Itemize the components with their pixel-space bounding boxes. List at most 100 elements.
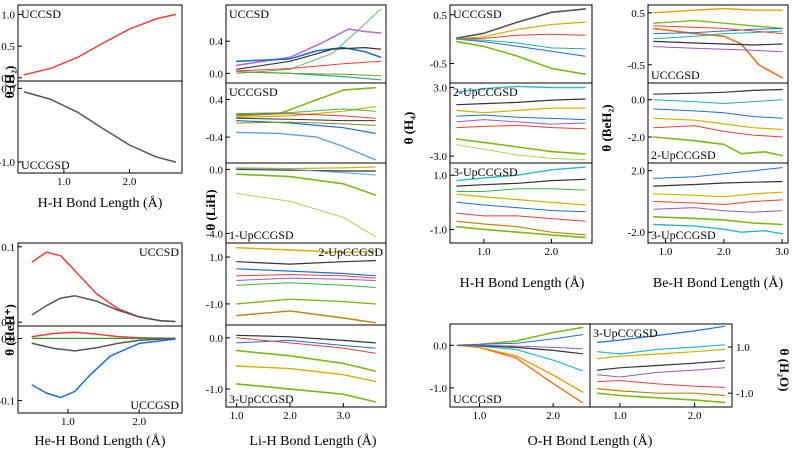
series-line-lih_1up-3 [236,192,376,238]
series-line-lih_uccsd-3 [235,46,382,63]
series-line-h2o_3up-2 [596,392,726,404]
y-tick-label-lih_2up: 1.0 [209,252,223,264]
panel-beh2_2up: 0.0 -2.0 2-UpCCGSD [628,82,789,164]
y-axis-label-beh2: θ (BeH₂) [599,104,614,151]
axes-frame-beh2_3up [647,162,789,244]
series-line-h2o_3up-3 [596,348,726,360]
y-tick-label-h2_uccsd: 0.5 [1,41,15,53]
series-line-beh2_2up-4 [653,108,783,119]
series-line-h4_uccgsd-5 [456,33,586,40]
series-line-lih_3up-2 [235,349,377,372]
y-tick-label-h4_uccgsd: -0.5 [430,59,448,71]
panel-title-h2_uccgsd: UCCGSD [21,158,70,172]
y-tick-label-lih_3up: 0.0 [209,333,223,345]
panel-title-h2o_3up: 3-UpCCGSD [593,326,658,340]
series-line-lih_3up-4 [235,383,377,403]
panel-title-beh2_uccgsd: UCCGSD [651,68,700,82]
series-line-beh2_3up-7 [653,207,783,213]
y-tick-label-h2_uccsd: 0.0 [1,73,15,85]
x-tick-label-h2o_3up: 2.0 [688,410,702,422]
x-tick-label-heh_uccgsd: 2.0 [132,416,146,428]
series-line-beh2_3up-6 [653,199,783,205]
series-line-lih_uccgsd-2 [236,105,376,118]
panel-title-lih_3up: 3-UpCCGSD [229,392,294,406]
series-line-lih_uccsd-7 [236,71,382,77]
y-tick-label-lih_uccgsd: -0.4 [206,132,224,144]
series-line-h2o_uccgsd-7 [456,344,584,350]
series-line-h4_3up-6 [456,212,586,222]
y-tick-label-lih_uccgsd: 0.4 [209,94,223,106]
series-line-heh_uccgsd-4 [31,338,176,399]
series-line-h4_2up-8 [456,119,586,125]
x-tick-label-h2o_uccgsd: 1.0 [473,410,487,422]
panel-title-heh_uccgsd: UCCGSD [130,398,179,412]
series-line-beh2_uccgsd-5 [653,40,783,46]
series-line-h4_uccgsd-4 [456,38,586,57]
series-line-lih_uccgsd-8 [236,108,376,115]
panel-title-h2_uccsd: UCCSD [21,7,61,21]
series-line-h2o_3up-7 [597,367,725,378]
y-tick-label-h2_uccgsd: -1.0 [0,157,15,169]
y-tick-label-lih_3up: -1.0 [206,384,224,396]
panel-lih_2up: 1.0 -1.0 2-UpCCGSD [206,242,387,326]
y-tick-label-beh2_2up: 0.0 [631,95,645,107]
x-tick-label-h2o_3up: 1.0 [613,410,627,422]
series-line-lih_2up-7 [236,310,376,324]
panel-lih_1up: 0.0 -4.0 1-UpCCGSD [206,162,387,244]
y-tick-label-lih_1up: 0.0 [209,164,223,176]
panel-title-lih_uccsd: UCCSD [229,7,269,21]
series-line-h4_2up-7 [456,107,586,114]
panel-title-beh2_3up: 3-UpCCGSD [651,228,716,242]
x-tick-label-h4_3up: 2.0 [545,246,559,258]
series-line-lih_3up-5 [236,339,376,349]
series-line-beh2_3up-1 [653,167,783,179]
series-line-lih_uccgsd-6 [236,113,376,119]
y-tick-label-beh2_3up: 2.0 [631,166,645,178]
series-line-h4_2up-2 [456,98,586,106]
x-axis-label-heh: He-H Bond Length (Å) [34,433,165,449]
series-line-beh2_2up-5 [653,99,783,104]
series-line-beh2_3up-3 [653,180,783,187]
x-axis-label-h4: H-H Bond Length (Å) [460,275,585,291]
panel-title-heh_uccsd: UCCSD [139,245,179,259]
series-line-h2o_3up-5 [597,380,725,388]
x-tick-label-h2_uccgsd: 1.0 [57,176,71,188]
series-line-h4_3up-8 [456,188,586,192]
y-tick-label-h4_uccgsd: 0.5 [433,10,447,22]
series-line-lih_uccsd-4 [236,47,382,70]
y-axis-label-h2o: θ (H₂O) [777,349,792,392]
series-line-h4_3up-7 [456,220,586,236]
series-line-lih_2up-2 [236,268,376,277]
panel-beh2_uccgsd: 0.5 -0.5 UCCGSD [628,4,789,84]
series-line-h4_3up-5 [456,201,586,213]
y-tick-label-h2o_3up: 1.0 [736,342,750,354]
panel-h2_uccgsd: 0.0 -1.0 1.0 2.0 UCCGSD [0,80,183,188]
series-line-h4_3up-2 [456,178,586,187]
series-line-h4_uccgsd-3 [456,40,586,75]
y-tick-label-beh2_3up: -2.0 [628,227,646,239]
x-tick-label-beh2_3up: 2.0 [717,246,731,258]
panel-h4_3up: 1.0 -1.0 1.0 2.0 3-UpCCGSD [430,162,593,258]
axes-frame-heh_uccgsd [17,325,183,414]
series-line-beh2_uccgsd-8 [653,25,783,35]
panel-title-h2o_uccgsd: UCCGSD [453,392,502,406]
y-axis-label-h2: θ (H₂) [2,66,17,99]
panel-h2o_uccgsd: 0.0 -1.0 1.0 2.0 UCCGSD [430,323,591,422]
panel-title-h4_2up: 2-UpCCGSD [453,85,518,99]
series-line-lih_uccsd-1 [236,8,382,74]
series-line-lih_3up-1 [236,334,376,344]
series-line-h4_3up-1 [456,166,586,182]
panel-heh_uccgsd: 0.0 -0.1 1.0 2.0 UCCGSD [0,325,183,428]
panel-title-beh2_2up: 2-UpCCGSD [651,148,716,162]
y-tick-label-h4_2up: 3.0 [433,83,447,95]
series-line-h4_3up-4 [456,193,586,206]
series-line-h4_2up-1 [456,85,586,93]
y-tick-label-beh2_uccgsd: -0.5 [628,60,646,72]
y-tick-label-h4_3up: -1.0 [430,224,448,236]
panel-title-lih_uccgsd: UCCGSD [229,85,278,99]
panel-title-lih_2up: 2-UpCCGSD [318,245,383,259]
y-tick-label-h2o_uccgsd: 0.0 [433,340,447,352]
y-tick-label-lih_uccsd: 0.4 [209,36,223,48]
y-axis-label-lih: θ (LiH) [203,189,218,230]
